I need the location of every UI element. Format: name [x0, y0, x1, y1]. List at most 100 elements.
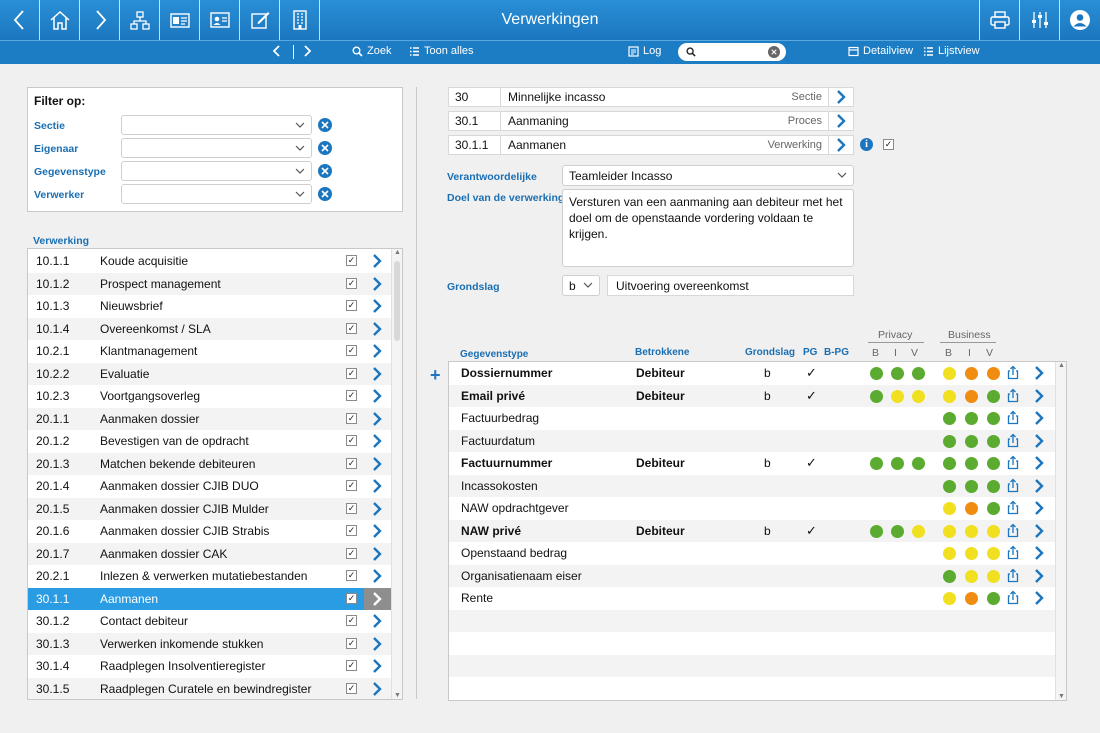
filter-select-0[interactable] — [121, 115, 312, 135]
list-item[interactable]: 20.1.4 Aanmaken dossier CJIB DUO ✓ — [28, 475, 392, 498]
list-item[interactable]: 20.1.5 Aanmaken dossier CJIB Mulder ✓ — [28, 497, 392, 520]
list-item-checkbox[interactable]: ✓ — [346, 390, 357, 401]
list-item-checkbox[interactable]: ✓ — [346, 592, 357, 604]
clear-search-icon[interactable] — [768, 46, 780, 58]
chevron-right-icon[interactable] — [371, 568, 383, 584]
chevron-right-icon[interactable] — [1033, 568, 1045, 584]
share-icon[interactable] — [1007, 433, 1019, 448]
table-row[interactable]: Openstaand bedrag — [449, 542, 1056, 565]
list-item[interactable]: 30.1.1 Aanmanen ✓ — [28, 587, 392, 610]
chevron-right-icon[interactable] — [371, 478, 383, 494]
chevron-right-icon[interactable] — [371, 411, 383, 427]
list-item-checkbox[interactable]: ✓ — [346, 682, 357, 694]
hierarchy-open-button[interactable] — [828, 87, 854, 107]
hierarchy-open-button[interactable] — [828, 135, 854, 155]
chevron-right-icon[interactable] — [835, 89, 847, 105]
list-item-checkbox[interactable]: ✓ — [346, 435, 357, 446]
list-item-checkbox[interactable]: ✓ — [346, 322, 357, 334]
chevron-right-icon[interactable] — [371, 276, 383, 292]
scroll-down-icon[interactable]: ▼ — [394, 692, 401, 699]
table-row[interactable]: NAW privé Debiteur b ✓ — [449, 519, 1056, 542]
edit-button[interactable] — [240, 0, 280, 40]
chevron-right-icon[interactable] — [1033, 500, 1045, 516]
list-item[interactable]: 10.1.1 Koude acquisitie ✓ — [28, 250, 392, 273]
scroll-thumb[interactable] — [394, 261, 400, 341]
table-row[interactable]: NAW opdrachtgever — [449, 497, 1056, 520]
chevron-right-icon[interactable] — [371, 591, 383, 607]
chevron-right-icon[interactable] — [1033, 545, 1045, 561]
table-row[interactable]: Dossiernummer Debiteur b ✓ — [449, 362, 1056, 385]
chevron-right-icon[interactable] — [835, 137, 847, 153]
home-button[interactable] — [40, 0, 80, 40]
list-item[interactable]: 30.1.2 Contact debiteur ✓ — [28, 610, 392, 633]
share-icon[interactable] — [1007, 365, 1019, 380]
chevron-right-icon[interactable] — [371, 388, 383, 404]
filter-select-1[interactable] — [121, 138, 312, 158]
chevron-right-icon[interactable] — [371, 658, 383, 674]
list-item-checkbox[interactable]: ✓ — [346, 570, 357, 581]
hierarchy-open-button[interactable] — [828, 111, 854, 131]
table-row[interactable]: Factuurdatum — [449, 429, 1056, 452]
print-button[interactable] — [979, 0, 1019, 40]
grondslag-select[interactable]: b — [562, 275, 600, 296]
next-record-button[interactable] — [302, 44, 313, 58]
chevron-right-icon[interactable] — [371, 321, 383, 337]
chevron-right-icon[interactable] — [835, 113, 847, 129]
search-field[interactable] — [678, 43, 786, 61]
list-item[interactable]: 30.1.5 Raadplegen Curatele en bewindregis… — [28, 677, 392, 699]
list-item[interactable]: 30.1.4 Raadplegen Insolventieregister ✓ — [28, 655, 392, 678]
chevron-right-icon[interactable] — [1033, 523, 1045, 539]
lijstview-button[interactable]: Lijstview — [923, 45, 980, 57]
chevron-right-icon[interactable] — [1033, 478, 1045, 494]
back-button[interactable] — [0, 0, 40, 40]
active-checkbox[interactable]: ✓ — [883, 139, 894, 150]
list-item[interactable]: 10.2.1 Klantmanagement ✓ — [28, 340, 392, 363]
list-item-checkbox[interactable]: ✓ — [346, 480, 357, 491]
chevron-right-icon[interactable] — [1033, 590, 1045, 606]
contact-button[interactable] — [200, 0, 240, 40]
card-button[interactable] — [160, 0, 200, 40]
share-icon[interactable] — [1007, 500, 1019, 515]
user-button[interactable] — [1059, 0, 1100, 40]
list-item[interactable]: 20.1.2 Bevestigen van de opdracht ✓ — [28, 430, 392, 453]
chevron-right-icon[interactable] — [1033, 410, 1045, 426]
log-button[interactable]: Log — [628, 45, 661, 57]
chevron-right-icon[interactable] — [371, 546, 383, 562]
list-item[interactable]: 20.2.1 Inlezen & verwerken mutatiebestand… — [28, 565, 392, 588]
scroll-up-icon[interactable]: ▲ — [394, 249, 401, 256]
settings-button[interactable] — [1019, 0, 1059, 40]
list-item-checkbox[interactable]: ✓ — [346, 457, 357, 469]
table-row[interactable]: Organisatienaam eiser — [449, 564, 1056, 587]
share-icon[interactable] — [1007, 410, 1019, 425]
forward-button[interactable] — [80, 0, 120, 40]
clear-filter-icon[interactable] — [318, 187, 332, 201]
list-item-checkbox[interactable]: ✓ — [346, 525, 357, 536]
chevron-right-icon[interactable] — [371, 343, 383, 359]
chevron-right-icon[interactable] — [1033, 365, 1045, 381]
list-item[interactable]: 20.1.7 Aanmaken dossier CAK ✓ — [28, 542, 392, 565]
list-item-checkbox[interactable]: ✓ — [346, 615, 357, 626]
list-item-checkbox[interactable]: ✓ — [346, 547, 357, 559]
list-item-checkbox[interactable]: ✓ — [346, 255, 357, 266]
list-item[interactable]: 10.2.3 Voortgangsoverleg ✓ — [28, 385, 392, 408]
list-item[interactable]: 20.1.6 Aanmaken dossier CJIB Strabis ✓ — [28, 520, 392, 543]
table-row[interactable]: Factuurnummer Debiteur b ✓ — [449, 452, 1056, 475]
filter-select-2[interactable] — [121, 161, 312, 181]
prev-record-button[interactable] — [271, 44, 282, 58]
list-item-checkbox[interactable]: ✓ — [346, 660, 357, 671]
table-row[interactable]: Email privé Debiteur b ✓ — [449, 384, 1056, 407]
list-item[interactable]: 10.1.4 Overeenkomst / SLA ✓ — [28, 317, 392, 340]
list-item-checkbox[interactable]: ✓ — [346, 367, 357, 379]
add-gegeven-button[interactable]: + — [430, 365, 441, 385]
list-item-checkbox[interactable]: ✓ — [346, 277, 357, 289]
doel-textarea[interactable]: Versturen van een aanmaning aan debiteur… — [562, 189, 854, 267]
list-item[interactable]: 10.1.2 Prospect management ✓ — [28, 272, 392, 295]
chevron-right-icon[interactable] — [371, 366, 383, 382]
share-icon[interactable] — [1007, 388, 1019, 403]
chevron-right-icon[interactable] — [1033, 388, 1045, 404]
table-row[interactable]: Factuurbedrag — [449, 407, 1056, 430]
toon-alles-button[interactable]: Toon alles — [409, 45, 474, 57]
chevron-right-icon[interactable] — [371, 523, 383, 539]
chevron-right-icon[interactable] — [371, 298, 383, 314]
chevron-right-icon[interactable] — [371, 613, 383, 629]
